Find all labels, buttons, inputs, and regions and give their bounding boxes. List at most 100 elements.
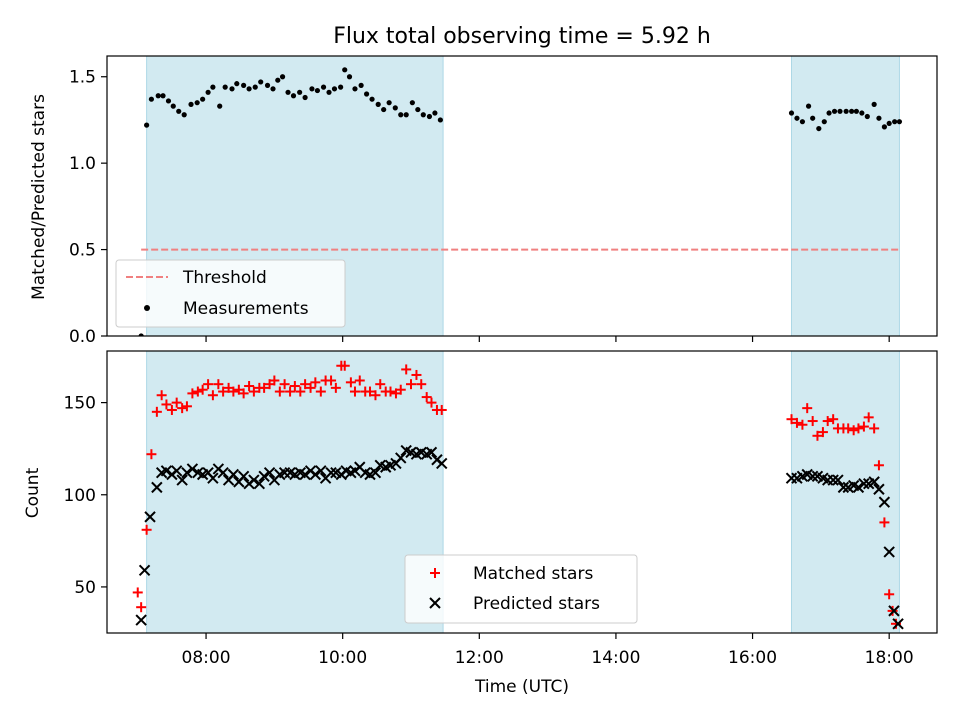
measurement-point [386, 100, 392, 106]
x-tick-label: 10:00 [318, 648, 367, 668]
matched-star-point [879, 517, 890, 528]
measurement-point [837, 108, 843, 114]
predicted-star-point [263, 466, 276, 479]
matched-star-point [310, 377, 321, 388]
matched-star-point [218, 386, 229, 397]
bottom-legend: Matched stars Predicted stars [404, 554, 638, 624]
predicted-star-point [852, 481, 865, 494]
matched-star-point [822, 416, 833, 427]
measurement-point [810, 115, 816, 121]
measurement-point [886, 120, 892, 127]
predicted-star-point [325, 466, 337, 479]
matched-star-point [401, 364, 412, 375]
measurement-point [160, 93, 166, 99]
y-tick-label: 150 [64, 394, 96, 414]
measurement-point [229, 86, 235, 92]
predicted-star-point [170, 465, 183, 477]
top-panel: 0.0 0.5 1.0 1.5 Matched/Predicted stars Thr… [29, 55, 938, 347]
matched-star-point [244, 381, 255, 392]
measurement-point [279, 74, 286, 80]
measurement-point [176, 108, 182, 114]
measurement-point [155, 93, 161, 99]
predicted-star-point [253, 477, 266, 490]
measurement-point [314, 87, 321, 94]
matched-star-point [192, 386, 203, 397]
matched-star-point [863, 412, 874, 423]
predicted-star-point [207, 472, 219, 484]
matched-star-point [370, 390, 381, 401]
measurement-point [375, 101, 381, 107]
matched-star-point [375, 379, 386, 390]
measurement-point [222, 84, 228, 90]
matched-star-point [873, 460, 884, 471]
matched-star-point [279, 379, 290, 390]
shaded-region [790, 350, 900, 634]
bottom-y-axis-label: Count [23, 467, 43, 518]
matched-star-point [228, 386, 239, 397]
matched-star-point [203, 379, 214, 390]
measurement-point [871, 101, 877, 107]
measurement-point [210, 84, 216, 90]
legend-threshold-label: Threshold [182, 268, 267, 288]
chart-title: Flux total observing time = 5.92 h [333, 24, 711, 49]
measurement-point [896, 119, 903, 125]
measurement-point [843, 108, 849, 114]
measurement-point [234, 81, 240, 87]
matched-star-point [812, 430, 823, 441]
matched-star-point [285, 386, 296, 397]
matched-star-point [248, 386, 259, 397]
matched-star-point [349, 386, 360, 397]
measurement-point [302, 94, 308, 101]
matched-star-point [161, 399, 172, 410]
measurement-point [799, 119, 806, 125]
predicted-star-point [160, 465, 173, 477]
matched-star-point [365, 386, 376, 397]
predicted-star-point [138, 564, 151, 577]
measurement-point [338, 84, 344, 90]
matched-star-point [177, 403, 188, 414]
legend-predicted-label: Predicted stars [473, 594, 600, 614]
predicted-star-point [888, 605, 900, 617]
measurement-point [352, 86, 358, 92]
matched-star-point [274, 386, 285, 397]
matched-star-point [305, 382, 316, 393]
shaded-region [790, 55, 900, 337]
predicted-star-point [144, 511, 156, 523]
measurement-point [252, 84, 258, 90]
top-plot-area [138, 67, 903, 336]
predicted-star-point [832, 474, 844, 486]
measurement-point [331, 86, 338, 92]
measurement-point [144, 122, 150, 128]
measurement-point [849, 108, 855, 114]
predicted-star-point [868, 476, 880, 488]
matched-star-point [786, 414, 797, 425]
matched-star-point [269, 375, 280, 386]
matched-star-point [171, 397, 182, 408]
matched-star-point [156, 390, 167, 401]
matched-star-point [166, 404, 177, 415]
matched-star-point [213, 379, 224, 390]
bottom-axes: 50 100 150 08:00 10:00 12:00 14:00 16:00 18:00 [64, 394, 914, 668]
measurement-point [816, 125, 822, 132]
predicted-star-point [237, 470, 250, 483]
matched-star-point [238, 388, 249, 399]
matched-star-point [136, 602, 147, 613]
matched-star-point [395, 384, 406, 395]
measurement-point [805, 103, 812, 109]
matched-star-point [884, 589, 895, 600]
measurement-point [275, 77, 281, 83]
measurement-point [788, 110, 795, 116]
bottom-legend-frame [404, 554, 638, 624]
y-tick-label: 100 [64, 486, 96, 506]
measurement-point [859, 110, 865, 116]
measurement-point [309, 86, 315, 92]
measurement-point [258, 79, 264, 85]
predicted-star-point [858, 477, 870, 490]
x-axis-label: Time (UTC) [474, 677, 569, 697]
predicted-star-point [883, 546, 895, 558]
legend-measurements-label: Measurements [183, 299, 309, 319]
predicted-star-point [436, 457, 448, 470]
measurement-point [194, 100, 200, 106]
x-tick-label: 14:00 [591, 648, 640, 668]
